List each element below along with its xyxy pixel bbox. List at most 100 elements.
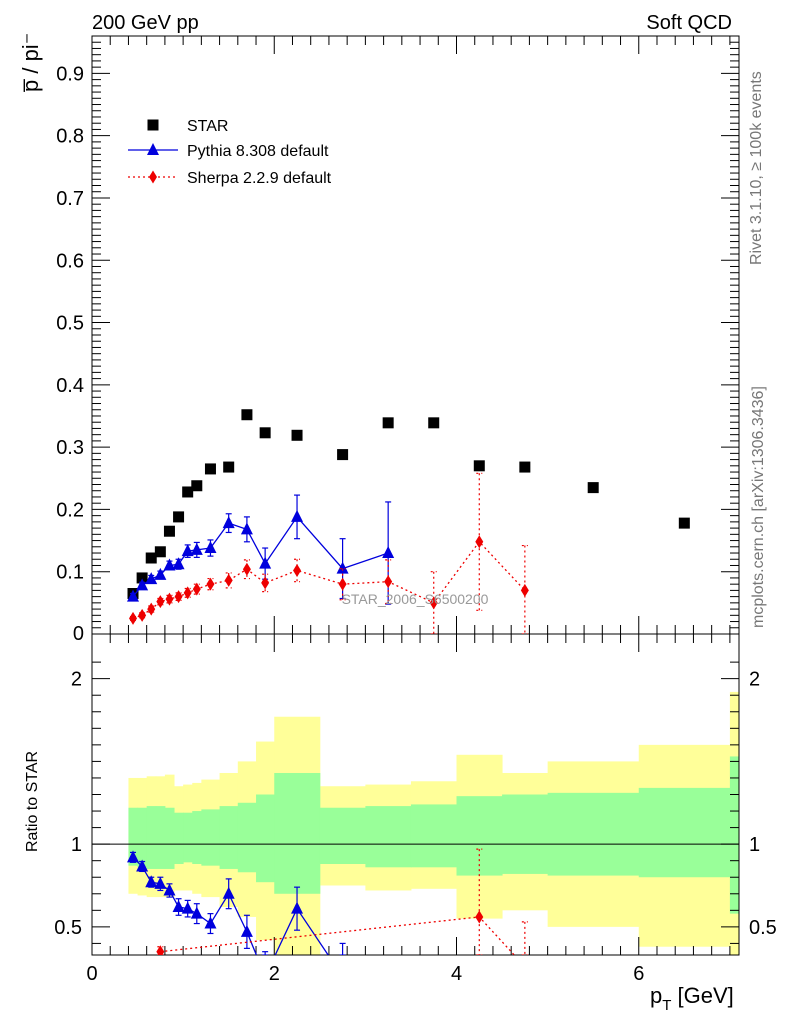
main-sherpa-point [147,602,156,616]
main-pythia-point [259,556,272,569]
ratio-pythia-point [222,886,235,899]
main-sherpa-point [224,573,233,587]
ratio-band-group [128,691,739,955]
ratio-y-tick-label-left: 0.5 [54,917,82,939]
green-band-bin [502,794,549,874]
main-pythia-point [145,572,158,585]
main-sherpa-point [129,611,138,625]
main-y-tick-label: 0.3 [56,437,84,459]
main-y-tick-label: 0.8 [56,126,84,148]
main-plot-data [127,409,690,634]
ratio-pythia-point [181,901,194,914]
main-sherpa-point [338,577,347,591]
header-right: Soft QCD [646,12,732,34]
legend-label-sherpa: Sherpa 2.2.9 default [187,170,332,187]
header-left: 200 GeV pp [92,12,199,34]
ratio-pythia-point [204,916,217,929]
legend-marker-star [147,119,159,131]
main-sherpa-point [165,592,174,606]
main-pythia-point [181,544,194,557]
legend: STAR Pythia 8.308 default Sherpa 2.2.9 def… [128,118,332,187]
main-series-group [127,409,690,634]
green-band-bin [192,811,202,864]
main-sherpa-point [384,575,393,589]
main-star-point [204,463,216,475]
ratio-pythia-point [291,901,304,914]
green-band-bin [155,806,166,869]
ratio-y-tick-label-right: 1 [749,834,760,856]
ratio-y-tick-label-right: 0.5 [749,917,777,939]
main-star-point [136,572,148,584]
x-tick-label: 2 [269,963,280,985]
ratio-y-tick-label-right: 2 [749,669,760,691]
green-band-bin [365,806,412,868]
main-sherpa-point [429,596,438,610]
green-band-bin [456,796,503,876]
main-star-point [587,482,599,494]
green-band-bin [137,807,148,868]
main-pythia-point [172,557,185,570]
legend-label-pythia: Pythia 8.308 default [187,143,329,160]
main-pythia-point [222,516,235,529]
ratio-sherpa-point [475,910,484,924]
main-pythia-point [240,522,253,535]
main-pythia-point [291,509,304,522]
main-y-axis-label: p̅ / pi⁻ [18,33,43,93]
main-star-point [182,486,194,498]
analysis-watermark: STAR_2006_S6500200 [342,591,489,607]
main-star-point [473,460,485,472]
main-y-tick-label: 0.1 [56,562,84,584]
main-sherpa-point [174,590,183,604]
main-sherpa-point [156,595,165,609]
main-star-point [163,525,175,537]
green-band-bin [547,792,640,876]
ratio-series-group [127,848,528,955]
rivet-info-text: Rivet 3.1.10, ≥ 100k events [748,71,765,265]
green-band-bin [219,806,239,869]
main-sherpa-point [293,563,302,577]
main-star-point [678,517,690,529]
main-sherpa-point [242,562,251,576]
green-band-bin [146,806,157,869]
green-band-bin [201,809,221,866]
main-star-point [519,461,531,473]
main-sherpa-point [183,586,192,600]
legend-label-star: STAR [187,118,228,135]
ratio-pythia-point [172,900,185,913]
mcplots-credit-text: mcplots.cern.ch [arXiv:1306.3436] [750,386,767,628]
ratio-plot-data [127,848,528,955]
ratio-pythia-point [240,924,253,937]
x-tick-label: 0 [86,963,97,985]
green-band-bin [164,807,175,869]
main-star-point [154,546,166,558]
ratio-pythia-point [127,850,140,863]
green-band-bin [729,756,739,914]
main-sherpa-point [138,608,147,622]
main-sherpa-point [475,535,484,549]
main-y-tick-label: 0.6 [56,250,84,272]
ratio-pythia-point [163,883,176,896]
main-pythia-point [204,541,217,554]
green-band-bin [128,807,139,866]
main-pythia-point [163,558,176,571]
main-pythia-point [127,589,140,602]
main-plot-frame: 0.1 0.2 0.3 0.4 0.5 0.6 0.7 0.8 0.9 0 [56,35,740,645]
main-sherpa-point [520,583,529,597]
ratio-uncertainty-bands [128,691,739,955]
main-y-tick-label: 0.2 [56,499,84,521]
main-star-point [191,480,203,492]
green-band-bin [319,807,366,864]
ratio-pythia-point [190,906,203,919]
main-y-tick-label: 0.9 [56,63,84,85]
main-y-tick-label-zero: 0 [73,623,84,645]
main-star-point [173,511,185,523]
ratio-y-tick-label-left: 1 [71,834,82,856]
green-band-bin [256,794,275,883]
ratio-pythia-point [136,859,149,872]
main-pythia-point [154,567,167,580]
green-band-bin [183,812,193,863]
main-star-point [145,552,157,564]
main-pythia-point [336,561,349,574]
main-pythia-point [136,578,149,591]
ratio-y-tick-label-left: 2 [71,669,82,691]
